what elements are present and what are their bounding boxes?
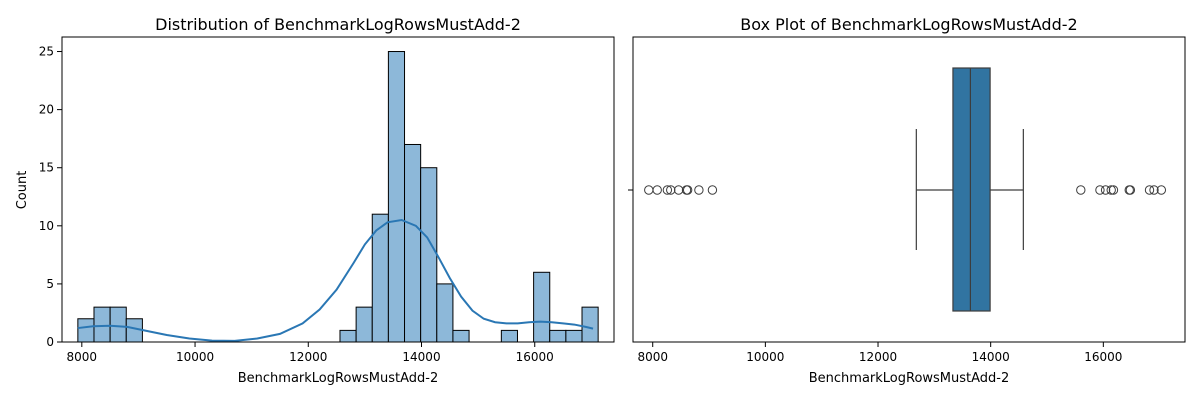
y-tick-label: 15 — [39, 161, 54, 175]
boxplot-x-label: BenchmarkLogRowsMustAdd-2 — [809, 371, 1010, 386]
boxplot-outliers — [644, 185, 1167, 195]
histogram-bar — [533, 271, 551, 343]
y-tick-label: 20 — [39, 103, 54, 117]
boxplot-title: Box Plot of BenchmarkLogRowsMustAdd-2 — [740, 15, 1077, 34]
x-tick-label: 12000 — [289, 350, 327, 364]
histogram-bar — [565, 329, 583, 343]
histogram-bar — [109, 306, 127, 343]
histogram-x-ticks: 8000 10000 12000 14000 16000 — [67, 342, 554, 364]
histogram-title: Distribution of BenchmarkLogRowsMustAdd-… — [155, 15, 521, 34]
outlier-point — [1149, 185, 1159, 195]
y-tick-label: 0 — [46, 335, 54, 349]
histogram-bar — [355, 306, 373, 343]
x-tick-label: 12000 — [859, 350, 897, 364]
outlier-point — [666, 185, 676, 195]
histogram-bar — [452, 329, 470, 343]
outlier-point — [1125, 185, 1136, 195]
outlier-point — [673, 185, 684, 195]
y-tick-label: 25 — [39, 45, 54, 59]
histogram-y-label: Count — [15, 171, 30, 210]
outlier-point — [652, 185, 662, 195]
outlier-point — [1100, 185, 1111, 195]
histogram-bar — [404, 143, 422, 343]
kde-curve — [77, 218, 594, 342]
x-tick-label: 16000 — [516, 350, 554, 364]
boxplot-panel: Box Plot of BenchmarkLogRowsMustAdd-2 80… — [628, 15, 1186, 386]
x-tick-label: 8000 — [637, 350, 668, 364]
interquartile-box — [952, 67, 991, 312]
histogram-bar — [549, 329, 567, 343]
outlier-point — [707, 185, 718, 195]
outlier-point — [1095, 185, 1105, 195]
x-tick-label: 14000 — [402, 350, 440, 364]
histogram-bar — [339, 329, 357, 343]
outlier-point — [662, 185, 673, 195]
outlier-point — [1076, 185, 1086, 195]
x-tick-label: 14000 — [972, 350, 1010, 364]
histogram-bars — [77, 51, 599, 343]
boxplot-x-ticks: 8000 10000 12000 14000 16000 — [637, 342, 1122, 364]
boxplot-axes-frame — [632, 36, 1186, 343]
histogram-bar — [93, 306, 111, 343]
histogram-bar — [420, 167, 438, 343]
histogram-x-label: BenchmarkLogRowsMustAdd-2 — [238, 371, 439, 386]
histogram-panel: Distribution of BenchmarkLogRowsMustAdd-… — [15, 15, 615, 386]
histogram-bar — [387, 51, 406, 343]
outlier-point — [682, 185, 693, 195]
histogram-y-ticks: 0 5 10 15 20 25 — [39, 45, 62, 349]
x-tick-label: 8000 — [67, 350, 98, 364]
histogram-bar — [500, 329, 518, 343]
histogram-axes-frame — [61, 36, 615, 343]
histogram-bar — [77, 318, 95, 343]
histogram-bar — [581, 306, 599, 343]
outlier-point — [1106, 185, 1116, 195]
outlier-point — [644, 185, 654, 195]
outlier-point — [1108, 185, 1119, 195]
x-tick-label: 16000 — [1084, 350, 1122, 364]
outlier-point — [1156, 185, 1167, 195]
outlier-point — [694, 185, 704, 195]
outlier-point — [1144, 185, 1155, 195]
x-tick-label: 10000 — [176, 350, 214, 364]
x-tick-label: 10000 — [746, 350, 784, 364]
boxplot-box — [915, 67, 1024, 312]
histogram-bar — [436, 283, 454, 343]
y-tick-label: 5 — [46, 277, 54, 291]
y-tick-label: 10 — [39, 219, 54, 233]
